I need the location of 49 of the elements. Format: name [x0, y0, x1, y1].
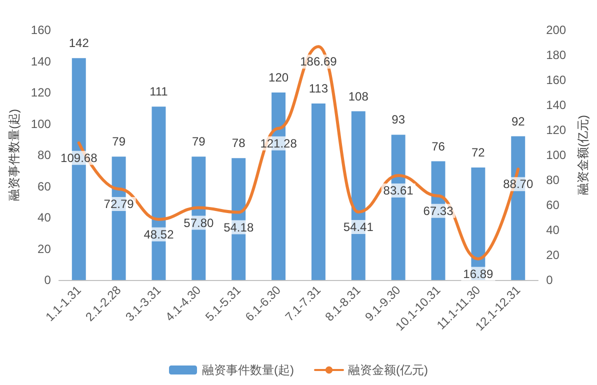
y2-tick-label: 160	[546, 73, 566, 87]
data-label: 67.33	[423, 204, 454, 218]
data-label: 121.28	[260, 136, 298, 150]
y-tick-label: 40	[38, 210, 52, 224]
data-label: 78	[232, 136, 246, 150]
data-label: 54.41	[343, 220, 374, 234]
y2-tick-label: 180	[546, 48, 566, 62]
data-label: 92	[511, 114, 526, 128]
data-label: 93	[392, 112, 406, 127]
y2-tick-label: 40	[546, 223, 560, 237]
bar	[311, 103, 326, 280]
y2-tick-label: 80	[546, 173, 560, 187]
y2-tick-label: 100	[546, 148, 566, 162]
data-label: 16.89	[463, 266, 494, 281]
data-label: 72.79	[104, 197, 134, 212]
y-axis-title: 融资事件数量(起)	[7, 109, 21, 201]
y-tick-label: 120	[30, 86, 52, 100]
data-label: 108	[348, 89, 369, 104]
data-label: 109.68	[60, 150, 98, 165]
legend-label: 融资事件数量(起)	[202, 363, 294, 377]
data-label: 186.69	[300, 54, 338, 69]
y2-tick-label: 120	[546, 123, 566, 137]
y2-tick-label: 20	[546, 248, 560, 262]
y2-tick-label: 140	[546, 98, 566, 112]
data-label: 83.61	[383, 183, 414, 198]
y-tick-label: 0	[44, 273, 52, 287]
data-label: 54.18	[224, 220, 254, 234]
data-label: 72	[472, 146, 486, 160]
data-label: 79	[192, 134, 206, 149]
y-tick-label: 60	[38, 179, 52, 194]
y2-axis-title: 融资金额(亿元)	[576, 115, 590, 195]
y2-tick-label: 0	[546, 273, 554, 287]
data-label: 88.70	[503, 177, 534, 192]
y-tick-label: 20	[38, 242, 52, 256]
y-tick-label: 80	[38, 148, 52, 162]
legend-label: 融资金额(亿元)	[348, 363, 428, 377]
y-tick-label: 160	[30, 23, 52, 37]
data-label: 120	[268, 70, 289, 84]
data-label: 113	[308, 81, 328, 96]
data-label: 76	[432, 139, 446, 154]
data-label: 142	[68, 36, 90, 50]
y2-tick-label: 200	[546, 23, 566, 37]
data-label: 48.52	[144, 227, 174, 242]
y2-tick-label: 60	[546, 198, 560, 212]
data-label: 79	[112, 134, 126, 149]
data-label: 57.80	[184, 216, 214, 230]
y-tick-label: 140	[30, 54, 52, 68]
data-label: 111	[150, 84, 168, 99]
y-tick-label: 100	[30, 116, 52, 131]
